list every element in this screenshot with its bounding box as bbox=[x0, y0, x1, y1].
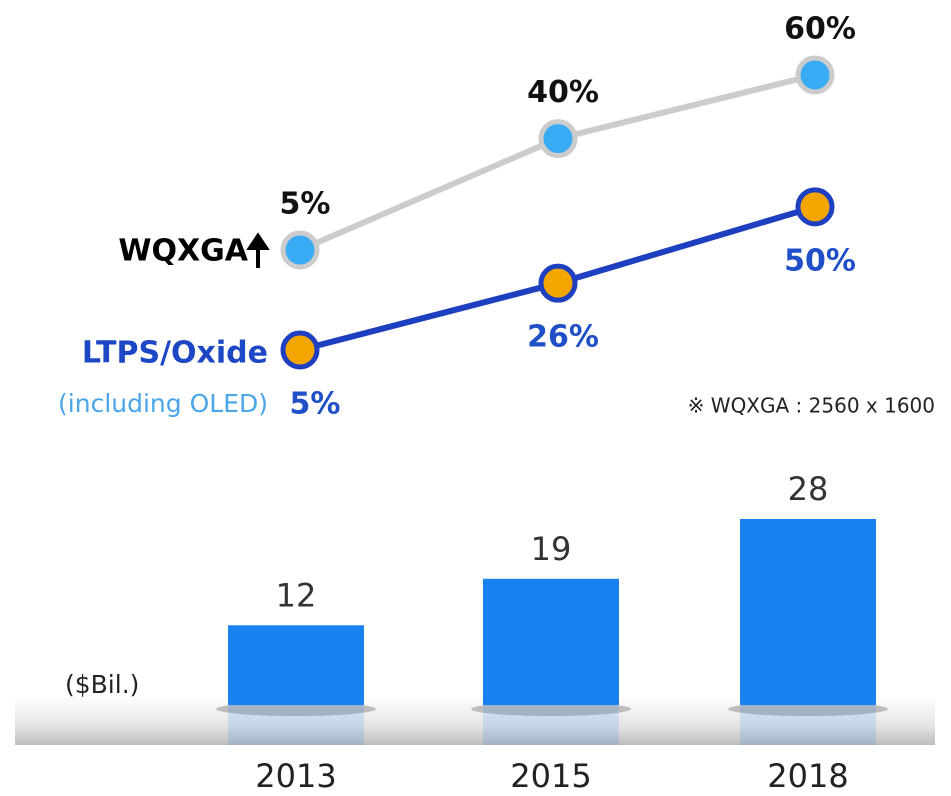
point bbox=[538, 263, 578, 303]
legend-label: LTPS/Oxide bbox=[82, 336, 268, 371]
value-label: 5% bbox=[290, 387, 341, 422]
legend-note: (including OLED) bbox=[58, 389, 268, 418]
value-label: 19 bbox=[531, 530, 572, 568]
bar-shadow bbox=[216, 702, 376, 716]
annotation: ※ WQXGA : 2560 x 1600 bbox=[688, 394, 935, 418]
value-label: 26% bbox=[527, 320, 599, 355]
y-unit-label: ($Bil.) bbox=[65, 670, 139, 699]
value-label: 60% bbox=[784, 12, 856, 47]
legend-label: WQXGA bbox=[118, 234, 248, 269]
bar-reflection bbox=[228, 705, 364, 745]
x-tick-label: 2013 bbox=[255, 757, 336, 795]
bar-reflection bbox=[483, 705, 619, 745]
point bbox=[795, 55, 835, 95]
point bbox=[538, 119, 578, 159]
point bbox=[280, 330, 320, 370]
x-tick-label: 2015 bbox=[510, 757, 591, 795]
value-label: 28 bbox=[788, 470, 829, 508]
bar bbox=[740, 519, 876, 705]
bar bbox=[483, 578, 619, 705]
value-label: 5% bbox=[280, 187, 331, 222]
x-tick-label: 2018 bbox=[767, 757, 848, 795]
point bbox=[795, 187, 835, 227]
bar-shadow bbox=[728, 702, 888, 716]
bar bbox=[228, 625, 364, 705]
point bbox=[280, 230, 320, 270]
arrow-icon bbox=[246, 232, 270, 268]
bar-reflection bbox=[740, 705, 876, 745]
value-label: 12 bbox=[276, 576, 317, 614]
bar-shadow bbox=[471, 702, 631, 716]
value-label: 40% bbox=[527, 75, 599, 110]
value-label: 50% bbox=[784, 243, 856, 278]
